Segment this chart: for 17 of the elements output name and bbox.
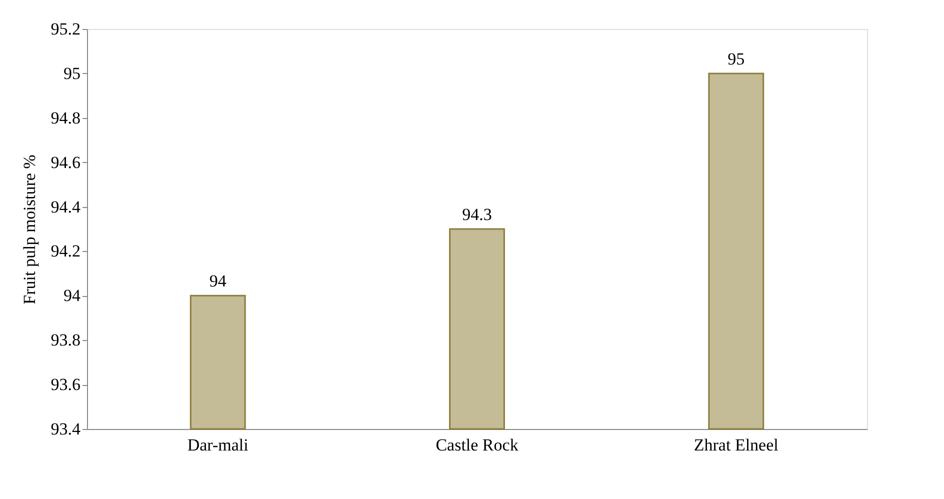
- y-tick-label: 94.4: [50, 197, 81, 216]
- y-tick-label: 93.4: [50, 420, 81, 438]
- y-axis-title: Fruit pulp moisture %: [20, 154, 39, 304]
- data-label: 94: [209, 272, 227, 291]
- x-tick-label: Dar-mali: [187, 436, 249, 454]
- y-tick-label: 94.6: [50, 152, 80, 172]
- data-label: 94.3: [462, 205, 492, 224]
- y-tick-label: 95: [64, 64, 80, 83]
- data-label: 95: [728, 49, 745, 68]
- y-tick-label: 94: [64, 286, 81, 306]
- y-tick-label: 93.6: [50, 375, 80, 394]
- y-tick-label: 94.2: [50, 242, 80, 261]
- x-tick-label: Castle Rock: [436, 436, 519, 454]
- y-tick-label: 94.8: [50, 108, 80, 128]
- y-tick-label: 93.8: [50, 330, 80, 350]
- y-tick-label: 95.2: [50, 20, 80, 38]
- x-tick-label: Zhrat Elneel: [694, 436, 779, 454]
